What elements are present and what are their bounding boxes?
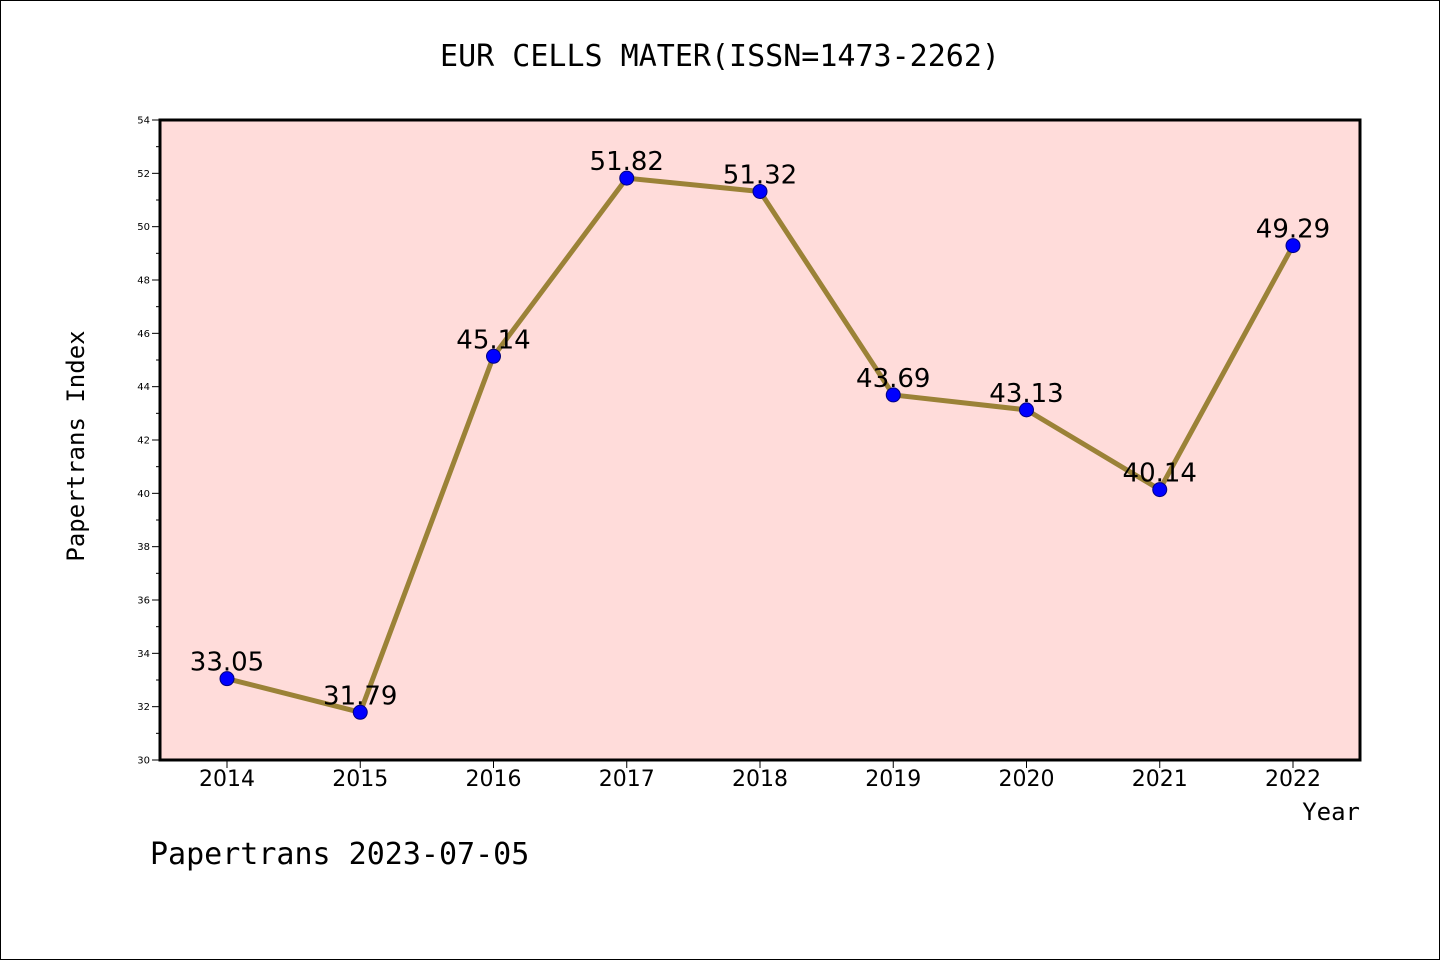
plot-area [160, 120, 1360, 760]
data-label: 51.32 [723, 160, 797, 190]
x-tick-label: 2016 [466, 767, 522, 792]
y-axis: 30 32 34 36 38 40 42 44 46 48 50 52 54 [137, 116, 160, 767]
x-tick-label: 2019 [865, 767, 921, 792]
data-point [352, 704, 368, 720]
y-tick-label: 40 [137, 489, 150, 500]
x-tick-label: 2018 [732, 767, 788, 792]
data-label: 40.14 [1123, 459, 1197, 489]
data-label: 43.13 [989, 379, 1063, 409]
data-point [1152, 482, 1168, 498]
y-tick-label: 52 [137, 169, 150, 180]
data-label: 43.69 [856, 364, 930, 394]
data-label: 33.05 [190, 648, 264, 678]
y-tick-label: 34 [137, 649, 150, 660]
plot-border [158, 118, 1362, 762]
chart-title: EUR CELLS MATER(ISSN=1473-2262) [440, 39, 1000, 74]
data-label: 51.82 [590, 147, 664, 177]
data-point [486, 348, 501, 364]
data-point [885, 387, 901, 403]
y-tick-label: 42 [137, 436, 150, 447]
data-label: 31.79 [323, 681, 397, 711]
x-tick-label: 2014 [199, 767, 255, 792]
data-label: 45.14 [456, 325, 530, 355]
x-tick-label: 2015 [332, 767, 388, 792]
x-tick-label: 2021 [1132, 767, 1188, 792]
data-point [219, 671, 235, 687]
x-tick-label: 2017 [599, 767, 655, 792]
y-tick-label: 38 [137, 542, 150, 553]
series-markers [219, 170, 1301, 720]
data-point [619, 170, 635, 186]
footer-text: Papertrans 2023-07-05 [150, 837, 529, 872]
y-tick-label: 36 [137, 596, 150, 607]
data-point [1285, 238, 1301, 254]
data-labels: 33.05 31.79 45.14 51.82 51.32 43.69 43.13 40.14… [190, 147, 1330, 711]
y-tick-label: 48 [137, 276, 150, 287]
data-point [752, 183, 768, 199]
x-axis: 2014 2015 2016 2017 2018 2019 2020 2021 2022 [199, 760, 1321, 792]
y-tick-label: 30 [137, 756, 150, 767]
y-tick-label: 54 [137, 116, 150, 127]
y-tick-label: 50 [137, 222, 150, 233]
data-label: 49.29 [1256, 215, 1330, 245]
y-tick-label: 46 [137, 329, 150, 340]
data-point [1019, 402, 1034, 418]
x-axis-label: Year [1302, 798, 1360, 826]
x-tick-label: 2020 [999, 767, 1055, 792]
y-tick-label: 44 [137, 382, 150, 393]
y-axis-label: Papertrans Index [62, 330, 90, 561]
y-tick-label: 32 [137, 702, 150, 713]
x-tick-label: 2022 [1265, 767, 1321, 792]
